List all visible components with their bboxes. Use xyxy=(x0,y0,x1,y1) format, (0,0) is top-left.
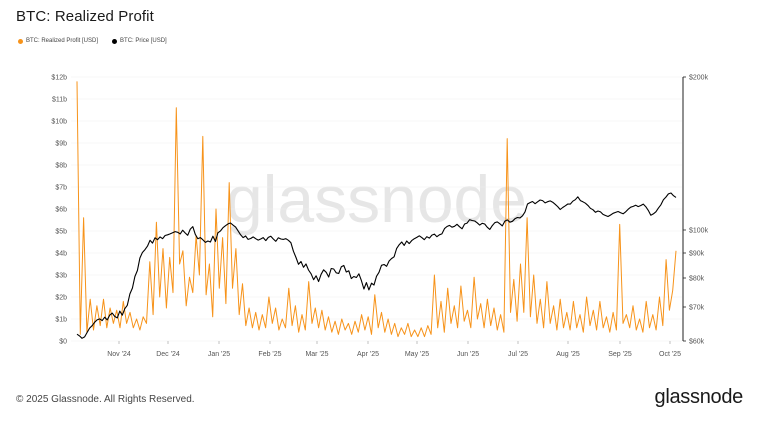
x-tick-label: Aug '25 xyxy=(556,351,580,358)
legend-label: BTC: Price [USD] xyxy=(120,38,167,44)
x-tick-label: Jun '25 xyxy=(457,351,479,358)
legend-item-realized-profit[interactable]: BTC: Realized Profit [USD] xyxy=(18,38,98,44)
x-tick-label: Jul '25 xyxy=(508,351,528,358)
legend-item-price[interactable]: BTC: Price [USD] xyxy=(112,38,167,44)
legend: BTC: Realized Profit [USD] BTC: Price [U… xyxy=(18,38,167,44)
y-tick-label-right: $100k xyxy=(689,228,709,235)
y-tick-label-left: $0 xyxy=(59,339,67,346)
x-tick-label: Jan '25 xyxy=(208,351,230,358)
legend-dot-black xyxy=(112,38,118,44)
x-tick-label: Feb '25 xyxy=(258,351,281,358)
y-tick-label-right: $70k xyxy=(689,305,705,312)
x-tick-label: Sep '25 xyxy=(608,351,632,358)
y-tick-label-left: $7b xyxy=(55,185,67,192)
legend-dot-orange xyxy=(18,38,23,44)
y-tick-label-left: $1b xyxy=(55,317,67,324)
x-tick-label: Oct '25 xyxy=(659,351,681,358)
legend-label: BTC: Realized Profit [USD] xyxy=(26,38,99,44)
footer-copyright: © 2025 Glassnode. All Rights Reserved. xyxy=(16,394,195,405)
glassnode-logo[interactable]: glassnode xyxy=(654,386,744,408)
x-tick-label: Dec '24 xyxy=(156,351,180,358)
series-price-line xyxy=(76,192,677,339)
y-tick-label-left: $4b xyxy=(55,251,67,258)
x-tick-label: Nov '24 xyxy=(107,351,131,358)
x-tick-label: May '25 xyxy=(405,351,429,358)
y-tick-label-left: $11b xyxy=(52,97,67,104)
y-tick-label-right: $60k xyxy=(689,339,705,346)
x-tick-label: Mar '25 xyxy=(305,351,328,358)
y-tick-label-left: $8b xyxy=(55,163,67,170)
series-realized-profit-line xyxy=(76,81,677,338)
y-tick-label-right: $80k xyxy=(689,276,705,283)
watermark: glassnode xyxy=(226,162,527,236)
chart-svg: glassnode $0 $1b $2b $3b $4b $5b $6b $7b $8b $9b $1… xyxy=(51,75,709,359)
y-tick-label-right: $90k xyxy=(689,251,705,258)
y-tick-label-left: $5b xyxy=(55,229,67,236)
y-tick-label-left: $12b xyxy=(51,75,67,82)
y-tick-label-left: $2b xyxy=(55,295,67,302)
chart-title: BTC: Realized Profit xyxy=(16,8,154,25)
y-tick-label-right: $200k xyxy=(689,75,709,82)
x-tick-label: Apr '25 xyxy=(357,351,379,358)
y-tick-label-left: $6b xyxy=(55,207,67,214)
y-tick-label-left: $9b xyxy=(55,141,67,148)
y-tick-label-left: $10b xyxy=(51,119,67,126)
y-tick-label-left: $3b xyxy=(55,273,67,280)
